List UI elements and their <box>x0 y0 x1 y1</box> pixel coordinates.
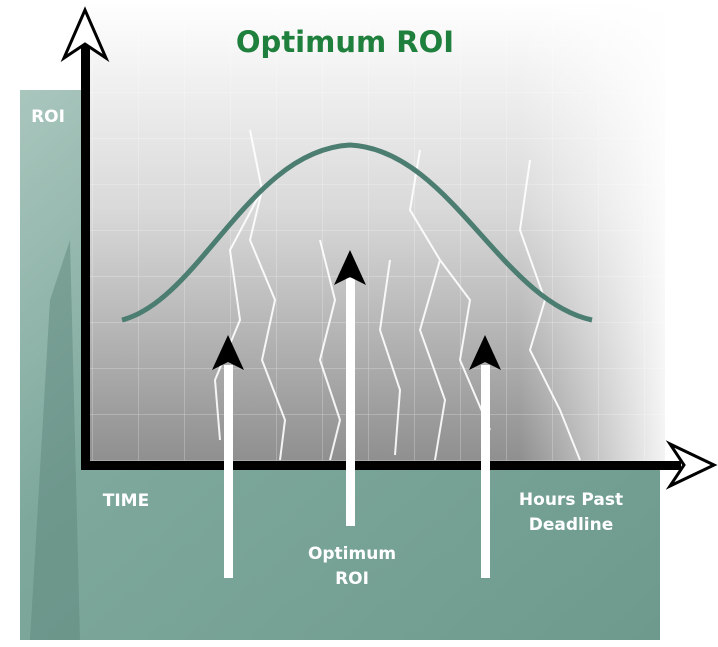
x-end-label: Deadline <box>529 515 614 535</box>
arrow-shaft <box>224 365 233 578</box>
y-axis-label: ROI <box>31 107 65 127</box>
arrow-shaft <box>346 278 355 526</box>
x-end-label: Hours Past <box>519 490 623 510</box>
arrow-shaft <box>481 365 490 578</box>
marker-label: ROI <box>335 569 369 589</box>
y-axis <box>81 45 90 469</box>
roi-diagram: Optimum ROI ROI TIME Hours Past Deadline… <box>0 0 718 647</box>
plot-fade <box>85 0 665 465</box>
x-axis-label: TIME <box>103 491 149 511</box>
marker-label: Optimum <box>308 544 396 564</box>
title: Optimum ROI <box>236 25 454 59</box>
page: {"title": "Optimum ROI", "axes": {"y_lab… <box>0 0 718 647</box>
x-axis <box>81 461 681 470</box>
